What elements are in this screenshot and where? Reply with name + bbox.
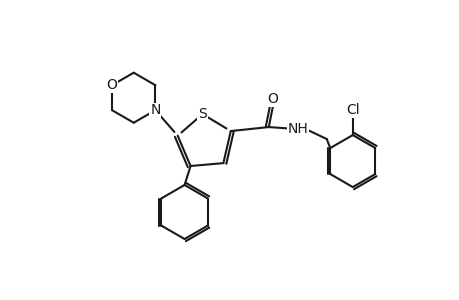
Text: O: O <box>106 78 117 92</box>
Text: O: O <box>267 92 278 106</box>
Text: N: N <box>150 103 160 117</box>
Text: S: S <box>198 107 207 121</box>
Text: NH: NH <box>287 122 308 136</box>
Text: Cl: Cl <box>345 103 359 117</box>
